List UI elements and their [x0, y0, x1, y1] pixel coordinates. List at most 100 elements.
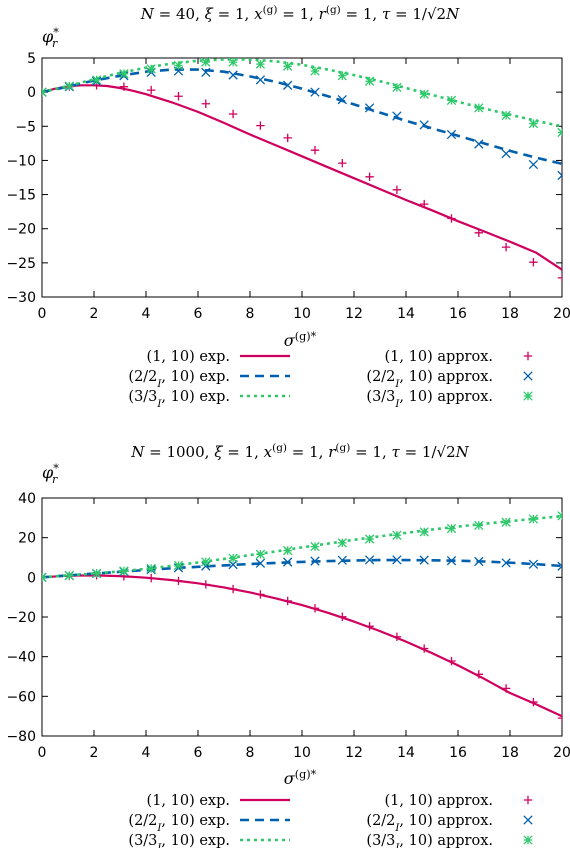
x-tick-label: 18 [501, 745, 519, 761]
y-tick-label: −60 [6, 689, 36, 705]
data-point-3 [474, 228, 483, 238]
data-point-3 [147, 85, 156, 95]
series-line-0 [42, 574, 562, 718]
y-tick-label: −20 [6, 222, 36, 238]
data-point-3 [529, 697, 538, 707]
legend-label: (2/2I, 10) exp. [128, 369, 230, 390]
data-point-5 [528, 118, 539, 129]
y-tick-label: −15 [6, 188, 36, 204]
data-point-4 [446, 556, 457, 566]
legend-label: (2/2I, 10) approx. [366, 369, 493, 390]
x-tick-label: 16 [449, 306, 467, 322]
data-point-3 [201, 99, 210, 108]
plot-area [42, 58, 562, 283]
y-axis-label: φ* [42, 26, 59, 47]
chart-title: N = 40, ξ = 1, x(g) = 1, r(g) = 1, τ = 1… [140, 4, 460, 23]
x-tick-label: 2 [90, 745, 99, 761]
data-point-4 [283, 557, 293, 567]
series-line-1 [42, 68, 562, 166]
series-line-2 [42, 58, 562, 128]
x-axis-label: σ(g)* [284, 330, 317, 351]
data-point-3 [283, 596, 292, 606]
data-point-3 [501, 684, 511, 693]
data-point-5 [201, 58, 211, 67]
x-tick-label: 18 [501, 306, 519, 322]
data-point-3 [338, 612, 347, 622]
legend-label: (3/3I, 10) approx. [366, 833, 493, 848]
data-point-5 [501, 517, 511, 527]
data-point-5 [283, 545, 293, 556]
data-point-5 [64, 81, 74, 91]
data-point-3 [201, 580, 210, 589]
legend-label: (1, 10) exp. [147, 793, 230, 809]
plot-frame [41, 57, 563, 298]
data-point-4 [283, 80, 293, 90]
data-point-5 [310, 541, 320, 552]
data-point-4 [364, 555, 375, 565]
plot-area [42, 511, 562, 723]
data-point-3 [447, 656, 456, 666]
data-point-5 [228, 553, 238, 563]
x-tick-label: 4 [142, 306, 151, 322]
data-point-3 [256, 121, 265, 130]
data-point-3 [174, 576, 183, 586]
data-point-4 [392, 111, 402, 121]
x-tick-label: 10 [293, 306, 311, 322]
data-point-5 [173, 560, 184, 571]
y-tick-label: −20 [6, 610, 36, 626]
y-tick-label: 0 [27, 570, 36, 586]
x-axis-label: σ(g)* [284, 768, 317, 789]
data-point-4 [337, 555, 347, 565]
data-point-4 [419, 555, 429, 565]
data-point-5 [173, 60, 184, 71]
data-point-5 [557, 127, 562, 138]
y-tick-label: −5 [15, 119, 36, 135]
data-point-3 [420, 199, 429, 209]
y-tick-label: 0 [27, 85, 36, 101]
data-point-3 [310, 145, 320, 155]
data-point-5 [91, 75, 102, 85]
data-point-5 [501, 110, 511, 121]
data-point-3 [365, 172, 374, 182]
data-point-4 [446, 129, 457, 140]
chart-panel-bottom: N = 1000, ξ = 1, x(g) = 1, r(g) = 1, τ =… [6, 442, 570, 848]
data-point-5 [64, 570, 74, 581]
data-point-5 [337, 538, 347, 548]
data-point-4 [201, 67, 211, 77]
x-tick-label: 14 [397, 745, 415, 761]
chart-title: N = 1000, ξ = 1, x(g) = 1, r(g) = 1, τ =… [130, 442, 469, 461]
legend-marker-swatch [523, 351, 533, 361]
legend-label: (1, 10) approx. [385, 793, 493, 809]
x-tick-label: 16 [449, 745, 467, 761]
y-tick-label: 20 [18, 531, 36, 547]
data-point-5 [146, 64, 156, 74]
data-point-4 [557, 170, 562, 181]
y-tick-label: 5 [27, 51, 36, 67]
data-point-4 [392, 555, 402, 565]
data-point-5 [283, 61, 293, 71]
series-line-1 [42, 558, 562, 579]
data-point-3 [228, 109, 238, 119]
series-line-0 [42, 84, 562, 271]
x-tick-label: 0 [38, 306, 47, 322]
data-point-3 [283, 133, 292, 143]
x-tick-label: 12 [345, 745, 363, 761]
x-tick-label: 2 [90, 306, 99, 322]
chart-panel-top: N = 40, ξ = 1, x(g) = 1, r(g) = 1, τ = 1… [6, 4, 570, 410]
data-point-4 [557, 561, 562, 571]
x-tick-label: 12 [345, 306, 363, 322]
data-point-5 [42, 572, 47, 582]
x-tick-label: 20 [553, 306, 570, 322]
y-tick-label: −10 [6, 153, 36, 169]
data-point-5 [337, 71, 347, 81]
legend-label: (3/3I, 10) exp. [128, 389, 230, 410]
legend-marker-swatch [523, 815, 533, 825]
data-point-5 [392, 82, 402, 93]
data-point-4 [528, 159, 539, 170]
legend-label: (2/2I, 10) exp. [128, 813, 230, 834]
data-point-5 [119, 566, 129, 576]
x-tick-label: 8 [246, 306, 255, 322]
legend-label: (1, 10) exp. [147, 349, 230, 365]
data-point-4 [528, 559, 539, 569]
data-point-5 [255, 549, 266, 559]
